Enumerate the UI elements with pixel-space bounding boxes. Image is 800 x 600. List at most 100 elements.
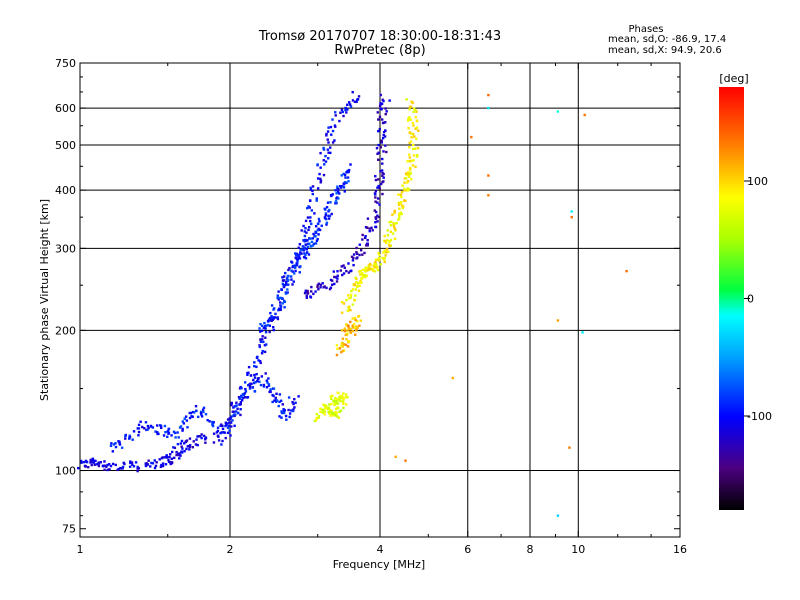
phase-annotation-x: mean, sd,X: 94.9, 20.6: [608, 45, 722, 56]
data-point: [328, 208, 331, 212]
data-point: [347, 308, 351, 311]
data-point: [139, 420, 142, 423]
phase-annotation-heading: Phases: [628, 24, 663, 35]
data-point: [353, 299, 356, 302]
data-point: [290, 269, 293, 272]
data-point: [161, 462, 165, 465]
data-point: [374, 210, 378, 214]
data-point: [172, 446, 175, 449]
data-point: [273, 399, 276, 402]
data-point: [90, 463, 93, 467]
data-point: [371, 269, 375, 272]
data-point: [284, 283, 288, 286]
data-point: [313, 212, 316, 215]
data-point: [625, 269, 628, 273]
data-point: [352, 283, 356, 286]
data-point: [381, 98, 384, 101]
data-point: [304, 289, 307, 292]
data-point: [281, 297, 284, 300]
data-point: [186, 445, 190, 448]
data-point: [355, 328, 358, 331]
data-point: [356, 319, 359, 323]
data-point: [377, 129, 380, 133]
data-point: [354, 333, 357, 336]
data-point: [376, 201, 379, 204]
data-point: [83, 464, 87, 468]
data-point: [330, 133, 333, 136]
data-point: [353, 100, 357, 104]
data-point: [323, 163, 326, 166]
data-point: [146, 424, 150, 428]
data-point: [342, 406, 345, 410]
data-point: [239, 396, 243, 399]
data-point: [373, 270, 377, 273]
data-point: [271, 400, 274, 404]
data-point: [316, 283, 320, 287]
data-point: [383, 234, 386, 238]
data-point: [398, 217, 401, 220]
data-point: [185, 439, 189, 442]
data-point: [264, 330, 268, 334]
data-point: [320, 224, 323, 228]
data-point: [379, 263, 383, 266]
data-point: [338, 396, 341, 399]
data-point: [269, 388, 272, 391]
data-point: [233, 414, 236, 418]
data-point: [348, 305, 351, 309]
data-point: [302, 248, 305, 251]
data-point: [339, 184, 342, 188]
data-point: [350, 269, 353, 272]
x-tick-label: 10: [571, 543, 585, 556]
data-point: [278, 415, 281, 418]
data-point: [227, 424, 231, 428]
data-point: [236, 411, 240, 415]
data-point: [401, 206, 404, 210]
data-point: [361, 253, 364, 256]
data-point: [97, 462, 101, 465]
data-point: [413, 135, 416, 138]
data-point: [325, 223, 328, 226]
data-point: [277, 298, 280, 301]
data-point: [336, 190, 340, 194]
data-point: [342, 349, 346, 352]
data-point: [327, 406, 331, 409]
data-point: [355, 98, 359, 102]
data-point: [341, 337, 345, 340]
data-point: [336, 402, 340, 405]
data-point: [314, 231, 318, 235]
data-point: [286, 275, 289, 278]
data-point: [334, 125, 337, 128]
data-point: [290, 261, 294, 264]
data-point: [275, 392, 278, 395]
data-point: [382, 176, 385, 179]
data-point: [383, 135, 387, 138]
data-point: [163, 456, 167, 459]
data-point: [184, 440, 188, 444]
data-point: [388, 220, 391, 224]
data-point: [188, 437, 192, 440]
data-point: [146, 463, 150, 466]
data-point: [302, 255, 306, 259]
data-point: [85, 460, 89, 464]
data-point: [296, 254, 300, 258]
data-point: [407, 119, 410, 122]
data-point: [398, 207, 401, 210]
data-point: [182, 422, 186, 425]
data-point: [230, 401, 233, 405]
data-point: [325, 221, 329, 225]
data-point: [317, 233, 320, 236]
data-point: [272, 328, 275, 332]
data-point: [271, 318, 274, 321]
data-point: [342, 398, 345, 401]
data-point: [309, 296, 313, 299]
data-point: [336, 347, 339, 351]
data-point: [347, 325, 350, 328]
data-point: [331, 141, 335, 144]
data-point: [376, 186, 379, 189]
data-point: [340, 300, 344, 304]
data-point: [220, 431, 223, 434]
data-point: [415, 110, 418, 113]
data-point: [342, 272, 346, 275]
data-point: [283, 300, 287, 304]
data-point: [487, 194, 490, 197]
